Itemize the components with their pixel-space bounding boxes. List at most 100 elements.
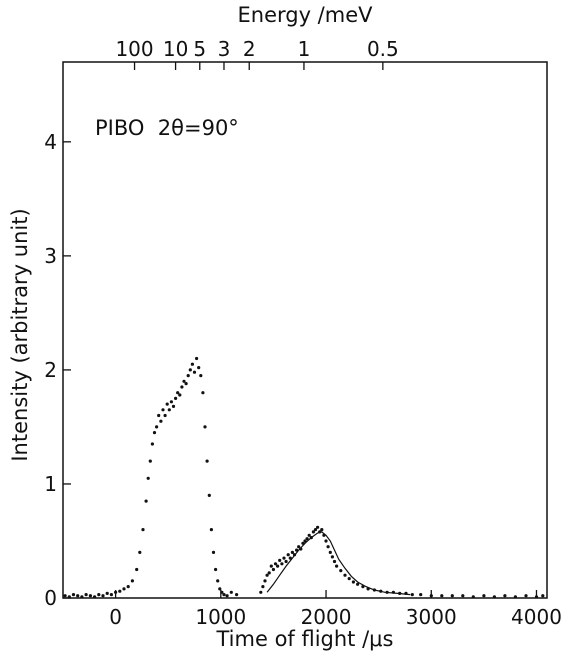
top-tick-label-6: 0.5 — [367, 37, 399, 61]
data-point — [269, 564, 273, 568]
data-point — [216, 579, 220, 583]
data-point — [324, 539, 328, 543]
data-point — [207, 493, 211, 497]
data-point — [225, 594, 229, 598]
data-point — [209, 528, 213, 532]
data-point — [171, 404, 176, 408]
data-point — [316, 525, 320, 529]
data-point — [222, 593, 226, 597]
data-point — [148, 459, 152, 463]
data-point — [130, 579, 134, 583]
top-tick-label-5: 1 — [298, 37, 311, 61]
top-tick-label-2: 5 — [193, 37, 206, 61]
data-point — [197, 366, 201, 370]
x-axis-title: Time of flight /μs — [216, 627, 394, 651]
data-point — [356, 582, 360, 586]
data-point — [335, 564, 339, 568]
data-point — [84, 593, 88, 597]
data-series — [63, 356, 545, 599]
data-point — [503, 594, 507, 598]
data-point — [76, 594, 80, 598]
data-point — [67, 595, 71, 599]
data-point — [286, 553, 290, 557]
data-point — [165, 402, 169, 406]
data-point — [419, 593, 423, 597]
data-point — [190, 362, 194, 366]
data-point — [176, 391, 180, 395]
x-tick-label-1: 1000 — [195, 605, 246, 629]
data-point — [141, 528, 145, 532]
data-point — [174, 396, 178, 400]
data-point — [135, 567, 139, 572]
data-point — [169, 400, 173, 404]
y-tick-label-3: 3 — [44, 244, 57, 268]
data-point — [114, 590, 118, 594]
data-point — [282, 556, 286, 560]
x-tick-label-0: 0 — [109, 605, 122, 629]
data-point — [150, 442, 154, 446]
data-point — [192, 370, 197, 374]
data-point — [203, 425, 207, 429]
data-point — [524, 594, 528, 598]
data-point — [199, 374, 203, 378]
y-tick-labels: 0 1 2 3 4 — [44, 130, 57, 610]
data-point — [320, 528, 324, 532]
data-point — [159, 419, 163, 423]
data-point — [332, 559, 337, 564]
data-point — [211, 550, 216, 555]
data-point — [313, 528, 318, 532]
data-point — [461, 594, 465, 598]
data-point — [218, 587, 222, 591]
tick-marks — [63, 62, 538, 599]
sample-annotation: PIBO 2θ=90° — [95, 116, 239, 140]
data-point — [351, 580, 355, 584]
data-point — [186, 374, 190, 378]
data-point — [347, 577, 351, 581]
y-tick-label-0: 0 — [44, 586, 57, 610]
data-point — [290, 550, 294, 555]
data-point — [180, 385, 184, 389]
data-point — [88, 594, 92, 598]
data-point — [410, 593, 414, 597]
data-point — [339, 569, 343, 573]
data-point — [267, 571, 271, 575]
x-tick-label-4: 4000 — [511, 605, 562, 629]
data-point — [71, 593, 76, 597]
data-point — [235, 593, 239, 597]
plot-frame — [62, 61, 548, 599]
top-energy-tick-labels: 100 10 5 3 2 1 0.5 — [115, 37, 398, 61]
data-point — [205, 459, 209, 463]
data-point — [80, 595, 84, 599]
data-point — [138, 550, 142, 555]
data-point — [440, 594, 444, 598]
data-point — [276, 564, 280, 568]
data-point — [280, 562, 284, 566]
data-point — [188, 368, 192, 372]
data-point — [265, 573, 269, 577]
data-point — [273, 562, 278, 566]
top-tick-label-1: 10 — [163, 37, 188, 61]
top-tick-label-0: 100 — [115, 37, 153, 61]
data-point — [167, 408, 171, 412]
top-axis-title: Energy /meV — [237, 3, 373, 27]
x-tick-labels: 0 1000 2000 3000 4000 — [109, 605, 562, 629]
data-point — [271, 567, 275, 572]
data-point — [105, 591, 109, 596]
data-point — [126, 585, 130, 589]
data-point — [263, 579, 267, 583]
data-point — [122, 587, 126, 591]
top-tick-label-3: 3 — [218, 37, 231, 61]
data-point — [109, 593, 113, 597]
fit-curve — [266, 531, 411, 596]
data-point — [178, 393, 182, 397]
x-tick-label-2: 2000 — [301, 605, 352, 629]
data-point — [450, 594, 454, 598]
data-point — [201, 391, 205, 395]
data-point — [144, 499, 148, 503]
data-point — [328, 550, 332, 555]
data-point — [229, 590, 233, 594]
data-point — [330, 555, 334, 559]
data-point — [284, 559, 288, 564]
data-point — [261, 585, 265, 589]
